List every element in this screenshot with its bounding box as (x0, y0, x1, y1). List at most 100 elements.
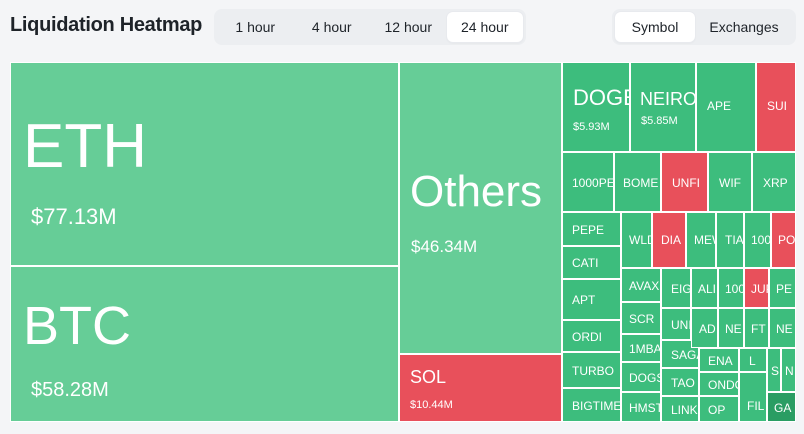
time-option-4h[interactable]: 4 hour (311, 19, 352, 35)
liquidation-treemap: ETH $77.13M BTC $58.28M Others $46.34M S… (10, 62, 796, 422)
tile-symbol: APT (572, 293, 596, 307)
tile-symbol: N (785, 364, 794, 378)
view-option-symbol[interactable]: Symbol (615, 12, 695, 42)
tile-ne[interactable]: NE (718, 308, 744, 348)
tile-ali[interactable]: ALI (691, 268, 718, 308)
tile-op[interactable]: OP (699, 396, 739, 422)
tile-tia[interactable]: TIA (716, 212, 744, 268)
tile-symbol: 1MBA (629, 342, 661, 356)
tile-apt[interactable]: APT (562, 279, 621, 320)
tile-avax[interactable]: AVAX (621, 268, 661, 302)
tile-symbol: EIG (671, 282, 691, 296)
tile-symbol: SAGA (671, 348, 698, 362)
tile-scr[interactable]: SCR (621, 302, 661, 334)
tile-uni[interactable]: UNI (661, 308, 691, 340)
tile-1mba[interactable]: 1MBA (621, 334, 661, 362)
tile-jup[interactable]: JUP (744, 268, 769, 308)
tile-symbol: S (771, 364, 780, 378)
tile-pepe[interactable]: PEPE (562, 212, 621, 246)
tile-symbol: 100 (725, 282, 744, 296)
tile-symbol: UNFI (672, 176, 700, 190)
tile-neiro[interactable]: NEIRO $5.85M (630, 62, 696, 152)
tile-ape[interactable]: APE (696, 62, 756, 152)
tile-wld[interactable]: WLD (621, 212, 652, 268)
tile-bigtime[interactable]: BIGTIME (562, 388, 621, 422)
tile-100y[interactable]: 100 (718, 268, 744, 308)
tile-dogs[interactable]: DOGS (621, 362, 661, 392)
tile-symbol: BOME (623, 176, 659, 190)
tile-dia[interactable]: DIA (652, 212, 686, 268)
tile-symbol: PE (776, 282, 793, 296)
tile-hmst[interactable]: HMST (621, 392, 661, 422)
tile-symbol: TURBO (572, 364, 614, 378)
tile-link[interactable]: LINK (661, 396, 699, 422)
tile-symbol: BTC (23, 296, 131, 356)
view-option-exchanges[interactable]: Exchanges (709, 19, 779, 35)
tile-sui[interactable]: SUI (756, 62, 796, 152)
tile-symbol: FT (751, 322, 766, 336)
tile-doge[interactable]: DOGE $5.93M (562, 62, 630, 152)
tile-tao[interactable]: TAO (661, 368, 699, 396)
tile-fil[interactable]: FIL (739, 372, 767, 422)
tile-symbol: NE (725, 322, 742, 336)
tile-symbol: CATI (572, 256, 599, 270)
tile-symbol: FIL (747, 399, 765, 413)
tile-symbol: L (749, 354, 756, 368)
tile-sol[interactable]: SOL $10.44M (399, 354, 562, 422)
page-title: Liquidation Heatmap (10, 14, 203, 36)
tile-symbol: TAO (671, 376, 695, 390)
tile-ft[interactable]: FT (744, 308, 769, 348)
tile-symbol: DOGE (573, 85, 629, 110)
tile-symbol: Others (410, 167, 543, 216)
tile-symbol: APE (707, 99, 732, 113)
tile-eig[interactable]: EIG (661, 268, 691, 308)
tile-symbol: SUI (767, 99, 788, 113)
view-selector: Symbol Exchanges (612, 9, 796, 45)
tile-eth[interactable]: ETH $77.13M (10, 62, 399, 266)
tile-ordi[interactable]: ORDI (562, 320, 621, 352)
tile-ena[interactable]: ENA (699, 348, 739, 372)
tile-symbol: UNI (671, 318, 691, 332)
tile-symbol: XRP (763, 176, 788, 190)
tile-value: $10.44M (410, 399, 453, 411)
tile-pol[interactable]: POL (771, 212, 796, 268)
tile-turbo[interactable]: TURBO (562, 352, 621, 388)
tile-1000pepe[interactable]: 1000PEPE (562, 152, 614, 212)
time-option-24h[interactable]: 24 hour (446, 12, 523, 42)
tile-symbol: 1000PEPE (572, 176, 614, 190)
tile-symbol: ORDI (572, 330, 602, 344)
tile-others[interactable]: Others $46.34M (399, 62, 562, 354)
tile-symbol: OP (708, 403, 726, 417)
tile-mew[interactable]: MEW (686, 212, 716, 268)
tile-cati[interactable]: CATI (562, 246, 621, 279)
tile-100x[interactable]: 100 (744, 212, 771, 268)
tile-symbol: 100 (751, 233, 771, 247)
tile-value: $5.93M (573, 121, 610, 133)
tile-value: $77.13M (31, 204, 117, 229)
tile-n[interactable]: N (781, 348, 796, 392)
tile-xrp[interactable]: XRP (752, 152, 796, 212)
time-option-1h[interactable]: 1 hour (235, 19, 276, 35)
tile-symbol: WIF (719, 176, 741, 190)
tile-ad[interactable]: AD (691, 308, 718, 348)
tile-symbol: NEIRO (640, 89, 696, 109)
tile-symbol: WLD (629, 233, 651, 247)
tile-s[interactable]: S (767, 348, 781, 392)
time-option-12h[interactable]: 12 hour (384, 19, 432, 35)
tile-ga[interactable]: GA (767, 392, 796, 422)
tile-symbol: HMST (629, 401, 661, 415)
tile-unfi[interactable]: UNFI (661, 152, 708, 212)
tile-bome[interactable]: BOME (614, 152, 661, 212)
tile-symbol: SCR (629, 312, 655, 326)
tile-l[interactable]: L (739, 348, 767, 372)
tile-value: $5.85M (641, 115, 678, 127)
tile-ne2[interactable]: NE (769, 308, 796, 348)
tile-wif[interactable]: WIF (708, 152, 752, 212)
tile-btc[interactable]: BTC $58.28M (10, 266, 399, 422)
time-range-selector: 1 hour 4 hour 12 hour 24 hour (214, 9, 526, 45)
tile-symbol: SOL (410, 367, 447, 387)
tile-symbol: ENA (708, 354, 733, 368)
tile-pe[interactable]: PE (769, 268, 796, 308)
